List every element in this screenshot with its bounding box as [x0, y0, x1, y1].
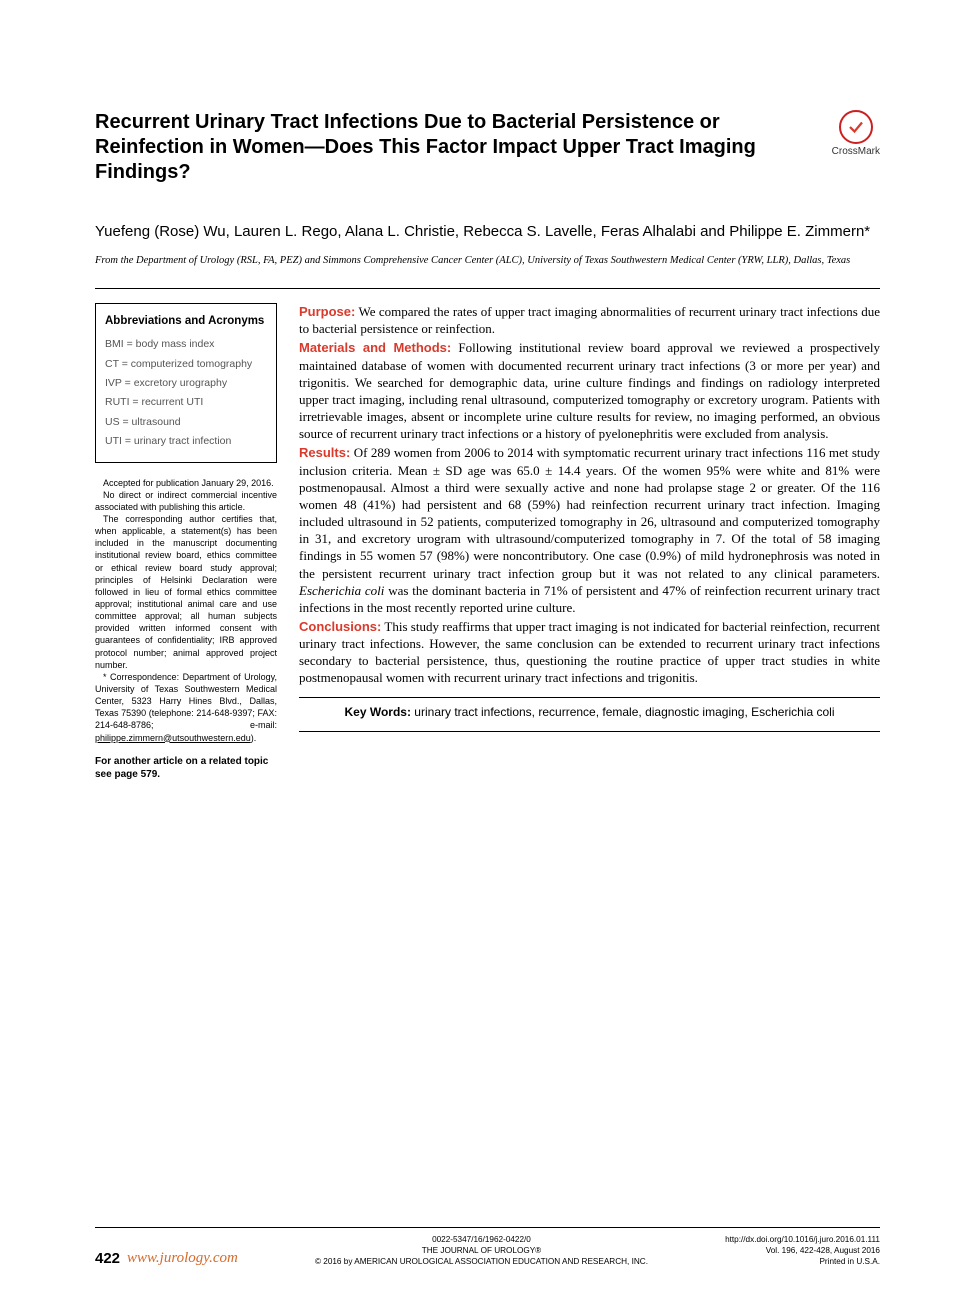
abstract-column: Purpose: We compared the rates of upper …	[299, 303, 880, 782]
abbrev-item: IVP = excretory urography	[105, 374, 267, 393]
abbrev-item: US = ultrasound	[105, 413, 267, 432]
abstract-methods: Materials and Methods: Following institu…	[299, 339, 880, 442]
abstract-results: Results: Of 289 women from 2006 to 2014 …	[299, 444, 880, 616]
ethics-note: The corresponding author certifies that,…	[95, 513, 277, 671]
abbrev-item: BMI = body mass index	[105, 335, 267, 354]
conflict-note: No direct or indirect commercial incenti…	[95, 489, 277, 513]
article-title: Recurrent Urinary Tract Infections Due t…	[95, 110, 792, 185]
footer-volume: Vol. 196, 422-428, August 2016	[725, 1245, 880, 1256]
accepted-note: Accepted for publication January 29, 201…	[95, 477, 277, 489]
abbrev-item: CT = computerized tomography	[105, 355, 267, 374]
journal-url[interactable]: www.jurology.com	[127, 1250, 238, 1267]
abstract-conclusions: Conclusions: This study reaffirms that u…	[299, 618, 880, 687]
footer-doi[interactable]: http://dx.doi.org/10.1016/j.juro.2016.01…	[725, 1234, 880, 1245]
divider	[95, 288, 880, 289]
crossmark-badge[interactable]: CrossMark	[832, 110, 880, 157]
sidebar-notes: Accepted for publication January 29, 201…	[95, 477, 277, 744]
crossmark-icon	[839, 110, 873, 144]
footer-issn: 0022-5347/16/1962-0422/0	[315, 1234, 648, 1245]
abstract-purpose: Purpose: We compared the rates of upper …	[299, 303, 880, 337]
abbreviations-box: Abbreviations and Acronyms BMI = body ma…	[95, 303, 277, 462]
page-number: 422	[95, 1250, 120, 1267]
correspondence-email[interactable]: philippe.zimmern@utsouthwestern.edu	[95, 733, 251, 743]
keywords-label: Key Words:	[345, 705, 411, 719]
abbreviations-heading: Abbreviations and Acronyms	[105, 314, 267, 329]
keywords-text: urinary tract infections, recurrence, fe…	[411, 705, 835, 719]
footer-journal-name: THE JOURNAL OF UROLOGY®	[315, 1245, 648, 1256]
author-list: Yuefeng (Rose) Wu, Lauren L. Rego, Alana…	[95, 221, 880, 242]
crossmark-label: CrossMark	[832, 146, 880, 157]
correspondence-note: * Correspondence: Department of Urology,…	[95, 671, 277, 744]
keywords-block: Key Words: urinary tract infections, rec…	[299, 697, 880, 732]
keywords-rule-top	[299, 697, 880, 698]
footer-printed: Printed in U.S.A.	[725, 1256, 880, 1267]
keywords-rule-bottom	[299, 731, 880, 732]
sidebar: Abbreviations and Acronyms BMI = body ma…	[95, 303, 277, 782]
related-article-note: For another article on a related topic s…	[95, 755, 277, 782]
page-footer: 422 www.jurology.com 0022-5347/16/1962-0…	[95, 1227, 880, 1267]
abbrev-item: RUTI = recurrent UTI	[105, 393, 267, 412]
affiliation: From the Department of Urology (RSL, FA,…	[95, 254, 880, 268]
abbrev-item: UTI = urinary tract infection	[105, 432, 267, 451]
footer-copyright: © 2016 by AMERICAN UROLOGICAL ASSOCIATIO…	[315, 1256, 648, 1267]
